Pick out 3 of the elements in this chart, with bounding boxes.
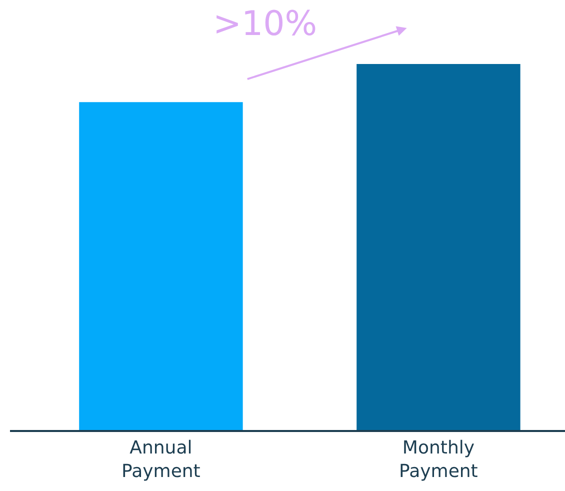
text: >10% <box>213 4 318 44</box>
x-tick-label: Annual Payment <box>122 438 200 482</box>
x-tick-label: Monthly Payment <box>399 438 478 482</box>
